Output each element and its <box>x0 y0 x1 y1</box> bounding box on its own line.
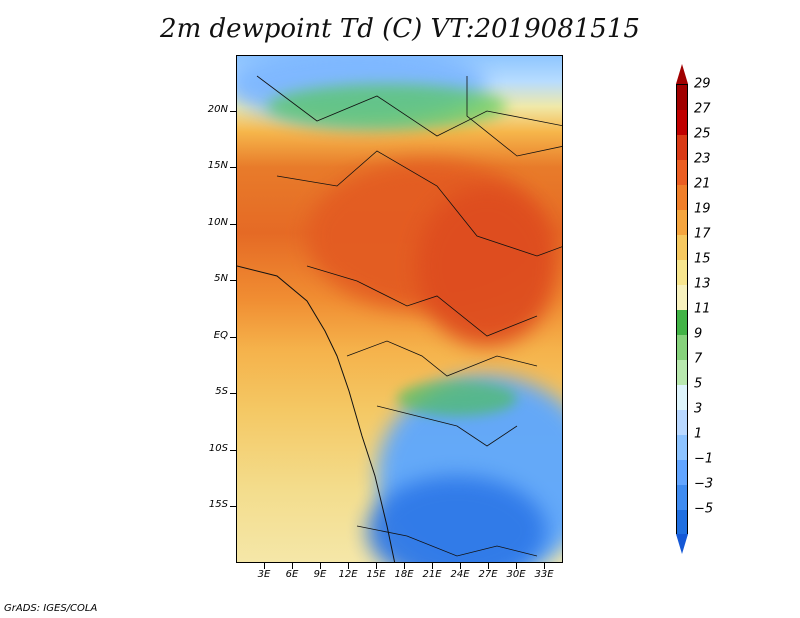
x-axis-tick: 21E <box>422 569 442 580</box>
colorbar-label: 15 <box>694 251 711 267</box>
country-border <box>356 525 538 557</box>
lat-tick <box>230 111 236 112</box>
country-border <box>346 340 538 377</box>
lat-tick <box>230 337 236 338</box>
x-axis-tick: 12E <box>338 569 358 580</box>
colorbar-segment <box>677 410 687 435</box>
lon-tick <box>348 563 349 569</box>
x-axis-tick: 27E <box>478 569 498 580</box>
colorbar-label: 21 <box>694 176 711 192</box>
lat-tick <box>230 506 236 507</box>
lon-tick <box>264 563 265 569</box>
lon-tick <box>404 563 405 569</box>
lat-tick <box>230 167 236 168</box>
x-axis-tick: 24E <box>450 569 470 580</box>
x-axis-tick: 30E <box>506 569 526 580</box>
lat-tick <box>230 450 236 451</box>
x-axis-tick: 15E <box>366 569 386 580</box>
colorbar <box>676 84 688 535</box>
lon-tick <box>432 563 433 569</box>
y-axis-tick: 10S <box>208 443 228 454</box>
y-axis-tick: 5S <box>215 386 228 397</box>
colorbar-segment <box>677 235 687 260</box>
colorbar-label: 27 <box>694 101 711 117</box>
y-axis-tick: EQ <box>213 330 228 341</box>
hot-core-east <box>417 186 557 346</box>
cool-patch-deep <box>367 476 547 562</box>
country-border <box>306 265 538 337</box>
map-title: 2m dewpoint Td (C) VT:2019081515 <box>160 14 640 44</box>
colorbar-segment <box>677 310 687 335</box>
x-axis-tick: 9E <box>313 569 327 580</box>
colorbar-segment <box>677 360 687 385</box>
country-border <box>466 76 562 157</box>
lon-tick <box>516 563 517 569</box>
coastline <box>237 265 396 562</box>
y-axis-tick: 15N <box>207 160 228 171</box>
colorbar-segment <box>677 210 687 235</box>
lon-tick <box>376 563 377 569</box>
colorbar-segment <box>677 285 687 310</box>
lat-tick <box>230 224 236 225</box>
colorbar-label: 5 <box>694 376 703 392</box>
colorbar-segment <box>677 460 687 485</box>
colorbar-label: 17 <box>694 226 711 242</box>
colorbar-top-arrow <box>676 64 688 84</box>
colorbar-segment <box>677 485 687 510</box>
y-axis-tick: 15S <box>208 499 228 510</box>
colorbar-segment <box>677 160 687 185</box>
y-axis-tick: 5N <box>214 273 228 284</box>
lon-tick <box>460 563 461 569</box>
country-border <box>276 150 562 257</box>
borders-layer <box>237 75 562 562</box>
colorbar-segment <box>677 335 687 360</box>
colorbar-label: −5 <box>694 501 714 517</box>
colorbar-label: 19 <box>694 201 711 217</box>
dewpoint-map <box>236 55 563 563</box>
colorbar-label: −1 <box>694 451 714 467</box>
colorbar-label: 23 <box>694 151 711 167</box>
colorbar-segment <box>677 135 687 160</box>
colorbar-label: −3 <box>694 476 714 492</box>
colorbar-segment <box>677 110 687 135</box>
colorbar-label: 9 <box>694 326 703 342</box>
colorbar-label: 11 <box>694 301 711 317</box>
lat-tick <box>230 280 236 281</box>
colorbar-segment <box>677 185 687 210</box>
lon-tick <box>488 563 489 569</box>
colorbar-label: 25 <box>694 126 711 142</box>
x-axis-tick: 33E <box>534 569 554 580</box>
y-axis-tick: 10N <box>207 217 228 228</box>
colorbar-bottom-arrow <box>676 534 688 554</box>
colorbar-segment <box>677 510 687 535</box>
lat-tick <box>230 393 236 394</box>
colorbar-segment <box>677 435 687 460</box>
colorbar-segment <box>677 385 687 410</box>
colorbar-label: 7 <box>694 351 703 367</box>
footer-credit: GrADS: IGES/COLA <box>4 603 98 614</box>
lon-tick <box>544 563 545 569</box>
country-border <box>376 405 518 447</box>
colorbar-label: 3 <box>694 401 703 417</box>
green-strip-south <box>397 381 517 416</box>
lon-tick <box>292 563 293 569</box>
lon-tick <box>320 563 321 569</box>
y-axis-tick: 20N <box>207 104 228 115</box>
colorbar-segment <box>677 260 687 285</box>
country-border <box>256 75 562 137</box>
colorbar-label: 13 <box>694 276 711 292</box>
colorbar-label: 1 <box>694 426 703 442</box>
x-axis-tick: 18E <box>394 569 414 580</box>
colorbar-label: 29 <box>694 76 711 92</box>
x-axis-tick: 3E <box>257 569 271 580</box>
x-axis-tick: 6E <box>285 569 299 580</box>
colorbar-segment <box>677 85 687 110</box>
